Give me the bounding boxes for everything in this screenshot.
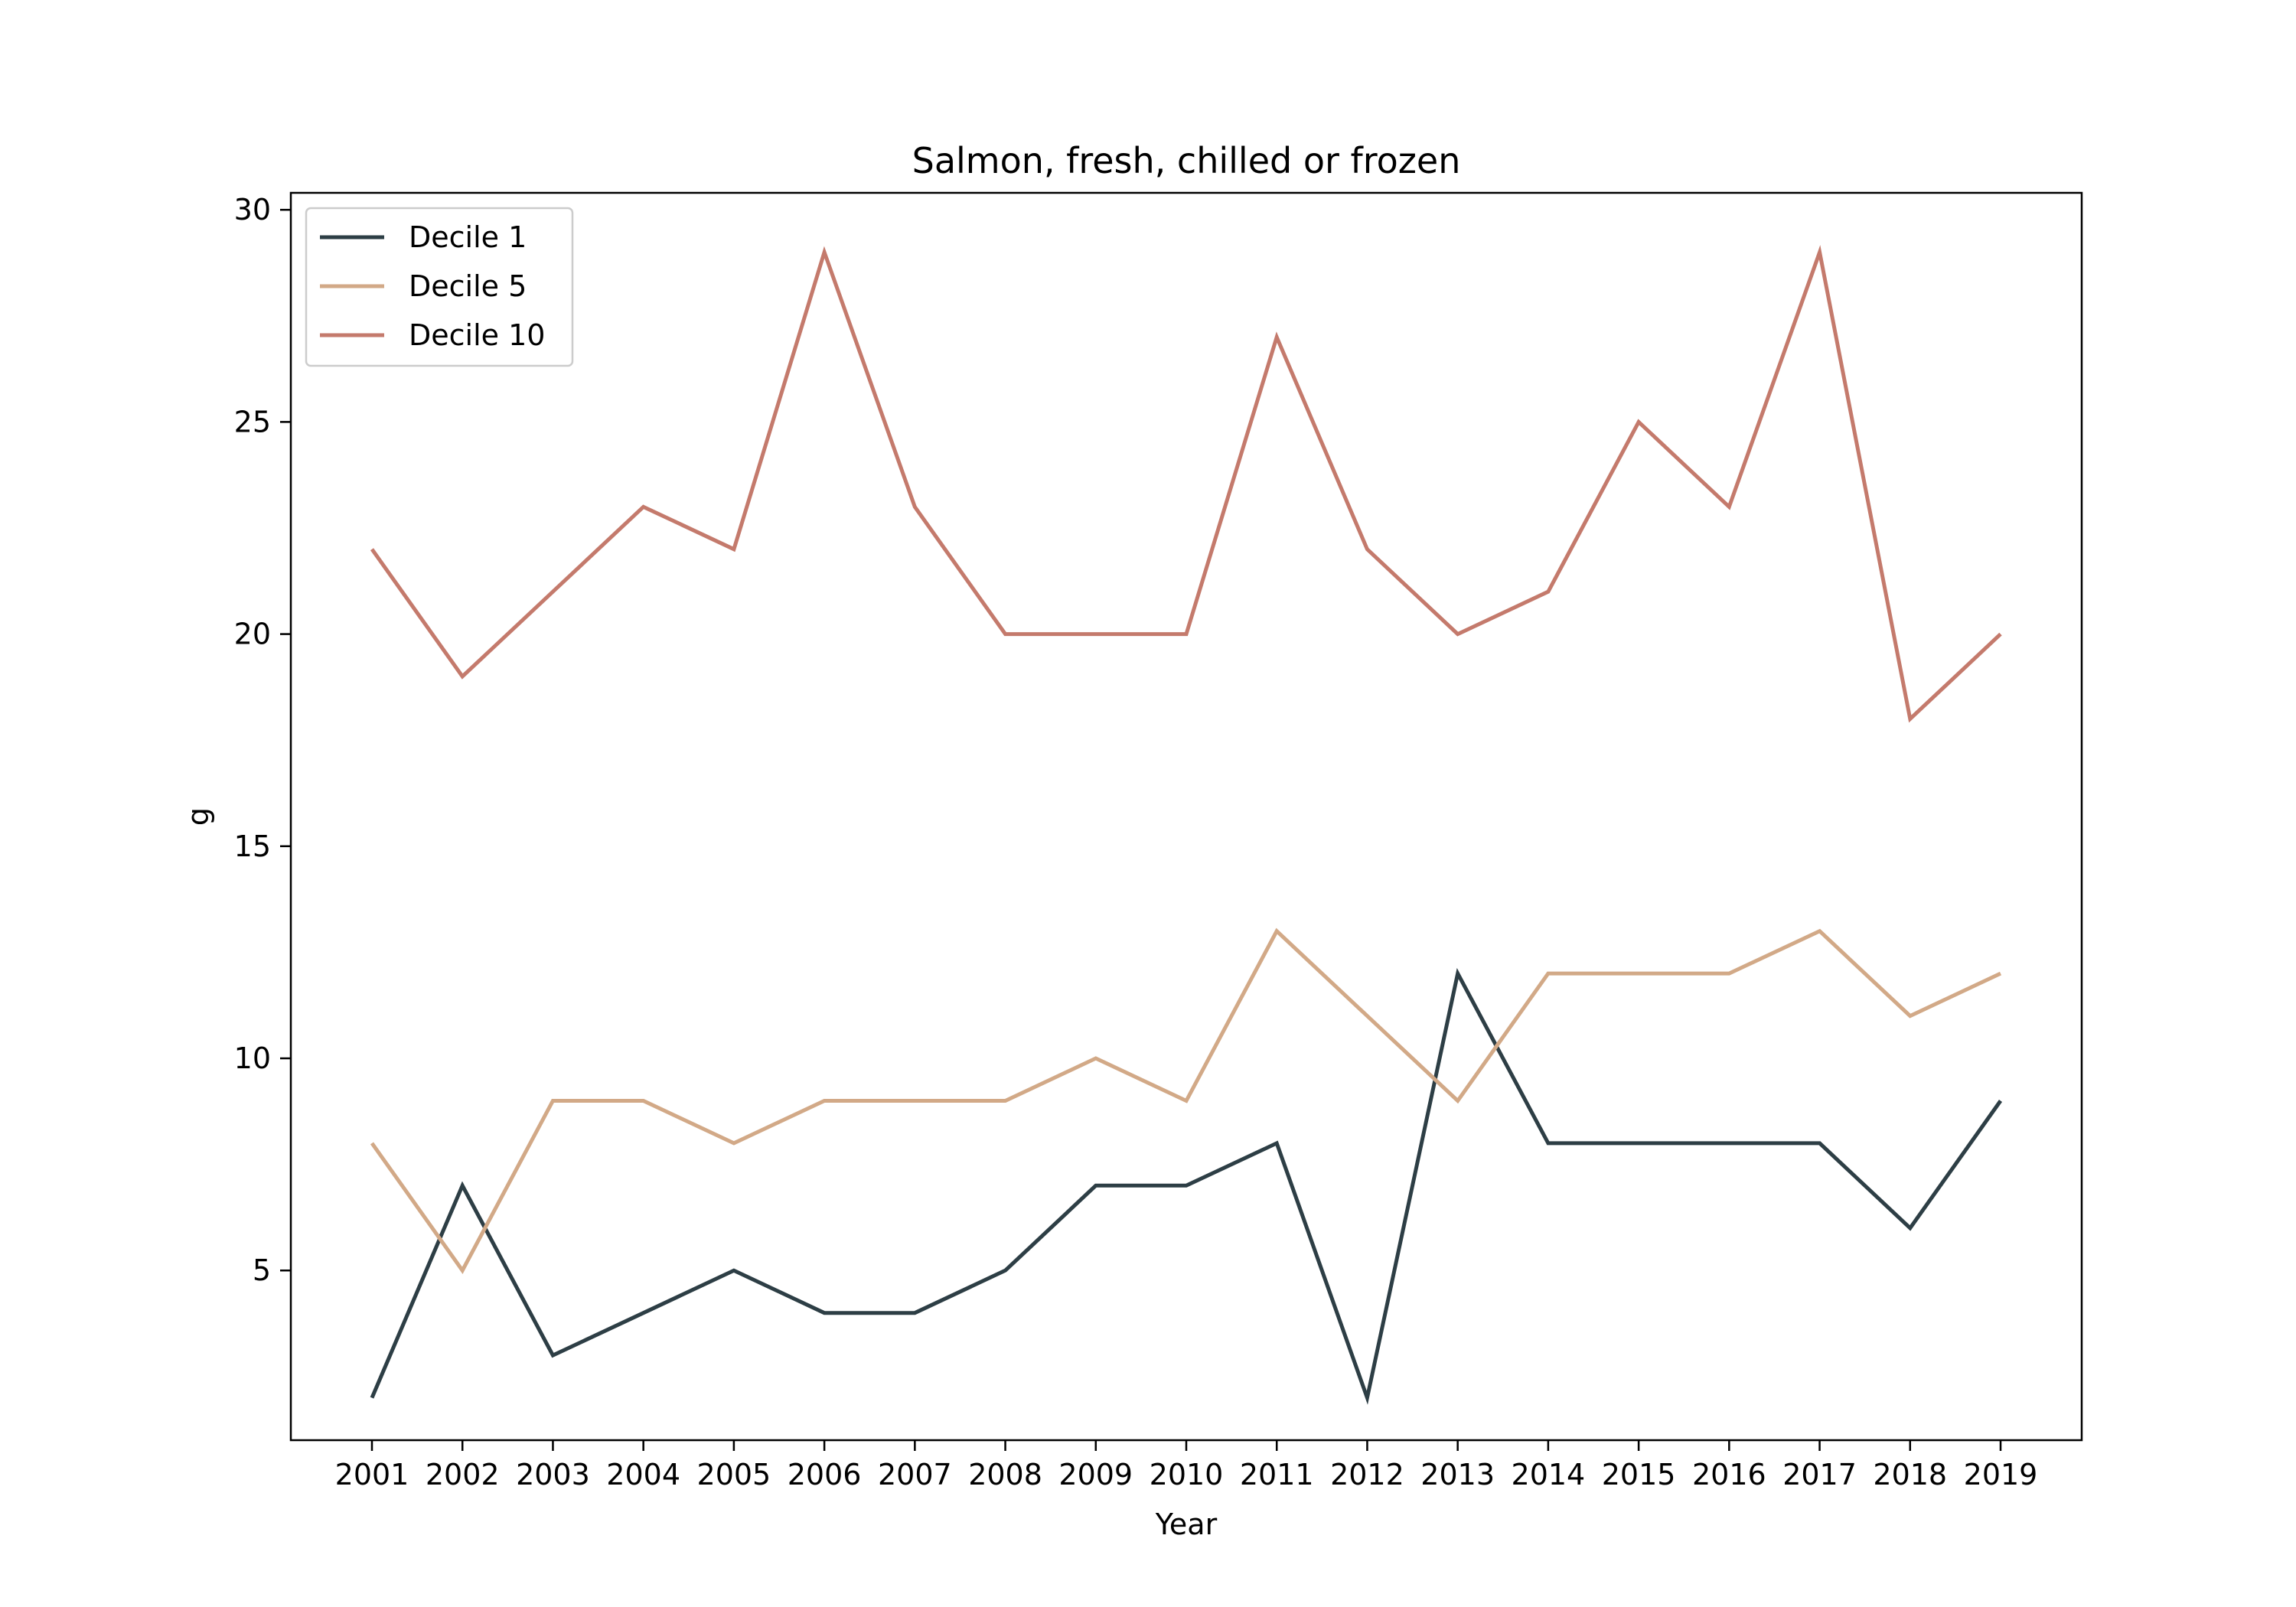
x-tick-label: 2008 (968, 1458, 1042, 1491)
y-tick-label: 10 (234, 1041, 271, 1075)
x-tick-label: 2017 (1782, 1458, 1857, 1491)
y-tick-label: 20 (234, 618, 271, 651)
x-tick-label: 2006 (788, 1458, 862, 1491)
x-tick-label: 2003 (516, 1458, 590, 1491)
x-tick-label: 2019 (1964, 1458, 2038, 1491)
series-line-decile-1 (370, 967, 2003, 1405)
x-tick-label: 2018 (1873, 1458, 1947, 1491)
x-tick-label: 2013 (1420, 1458, 1495, 1491)
x-tick-label: 2002 (426, 1458, 500, 1491)
series-layer (370, 245, 2003, 1405)
y-axis-label: g (181, 807, 215, 826)
legend-label-decile-1: Decile 1 (409, 220, 527, 254)
y-tick-label: 5 (253, 1253, 271, 1287)
y-tick-label: 30 (234, 193, 271, 227)
legend-label-decile-10: Decile 10 (409, 318, 545, 352)
plot-frame (289, 191, 2083, 1442)
series-line-decile-10 (370, 245, 2002, 723)
x-axis: 2001 2002 2003 2004 2005 2006 2007 2008 2009 2010… (335, 1440, 2038, 1491)
x-axis-label: Year (1155, 1508, 1218, 1541)
y-axis: 5 10 15 20 25 30 (234, 193, 291, 1287)
x-tick-label: 2004 (606, 1458, 680, 1491)
x-tick-label: 2015 (1602, 1458, 1676, 1491)
series-line-decile-5 (370, 927, 2002, 1274)
x-tick-label: 2001 (335, 1458, 409, 1491)
x-tick-label: 2005 (697, 1458, 771, 1491)
legend: Decile 1 Decile 5 Decile 10 (305, 207, 574, 367)
y-tick-label: 25 (234, 405, 271, 438)
x-tick-label: 2012 (1330, 1458, 1404, 1491)
chart-title: Salmon, fresh, chilled or frozen (912, 140, 1461, 181)
legend-box (305, 207, 574, 367)
x-tick-label: 2009 (1058, 1458, 1133, 1491)
legend-label-decile-5: Decile 5 (409, 269, 527, 303)
x-tick-label: 2014 (1512, 1458, 1586, 1491)
x-tick-label: 2007 (878, 1458, 952, 1491)
y-tick-label: 15 (234, 830, 271, 863)
x-tick-label: 2016 (1692, 1458, 1766, 1491)
x-tick-label: 2011 (1240, 1458, 1314, 1491)
x-tick-label: 2010 (1150, 1458, 1224, 1491)
